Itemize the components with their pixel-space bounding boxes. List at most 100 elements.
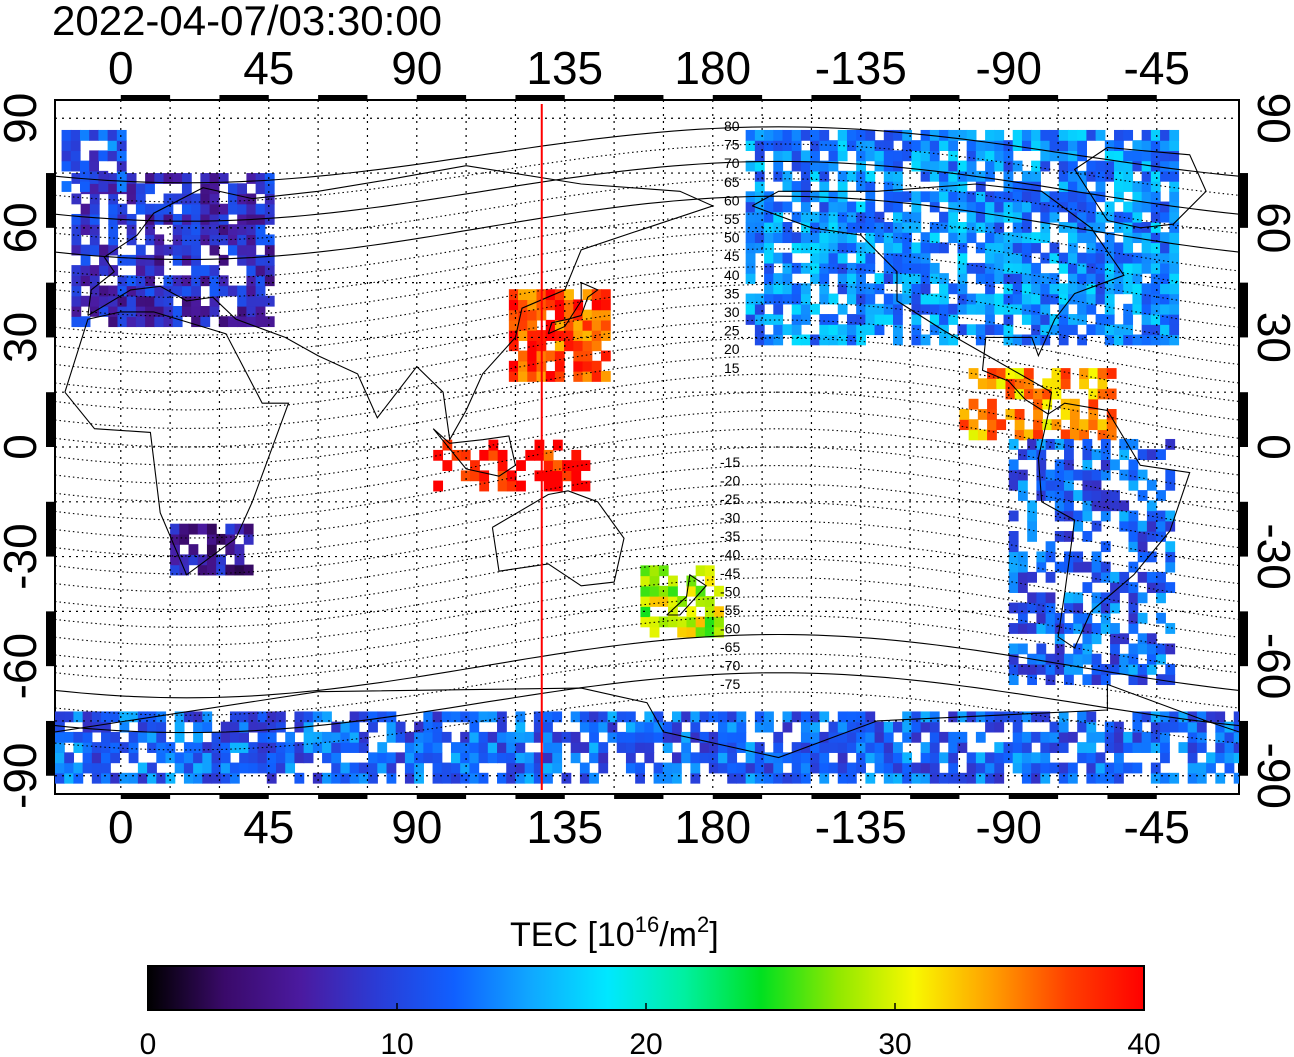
tec-cell xyxy=(1146,653,1157,665)
tec-cell xyxy=(810,334,820,346)
tec-cell xyxy=(1150,181,1161,192)
tec-cell xyxy=(985,303,995,315)
tec-cell xyxy=(1067,150,1078,162)
tec-cell xyxy=(920,772,931,784)
tec-cell xyxy=(690,752,701,764)
tec-cell xyxy=(764,762,774,774)
tec-cell xyxy=(1156,531,1166,542)
tec-cell xyxy=(1169,150,1180,162)
tec-cell xyxy=(237,295,248,307)
tec-cell xyxy=(209,183,220,195)
tec-cell xyxy=(1082,561,1093,573)
tec-cell xyxy=(163,193,174,205)
tec-cell xyxy=(246,285,257,297)
tec-cell xyxy=(625,742,636,753)
tec-cell xyxy=(1049,140,1060,152)
tec-cell xyxy=(1073,653,1084,665)
tec-cell xyxy=(865,150,876,162)
tec-cell xyxy=(101,731,111,743)
tec-cell xyxy=(846,293,857,305)
tec-cell xyxy=(179,523,190,535)
tec-cell xyxy=(828,721,839,733)
tec-cell xyxy=(1049,273,1060,284)
tec-cell xyxy=(686,585,697,597)
tec-cell xyxy=(582,289,593,301)
tec-cell xyxy=(773,201,784,213)
tec-cell xyxy=(902,711,913,723)
tec-cell xyxy=(837,191,848,203)
tec-cell xyxy=(939,160,949,172)
tec-cell xyxy=(432,762,443,774)
tec-cell xyxy=(1058,742,1069,753)
tec-cell xyxy=(386,752,397,764)
tec-cell xyxy=(518,371,528,382)
tec-cell xyxy=(1049,242,1060,254)
tec-cell xyxy=(71,213,82,225)
tec-cell xyxy=(662,762,673,774)
tec-cell xyxy=(640,575,651,587)
tec-cell xyxy=(156,721,167,733)
tec-cell xyxy=(202,742,213,753)
tec-cell xyxy=(893,324,903,336)
frame-bar-right xyxy=(1239,720,1248,776)
tec-cell xyxy=(1058,170,1069,182)
tec-cell xyxy=(819,334,830,346)
tec-cell xyxy=(1064,561,1074,573)
tec-cell xyxy=(893,752,903,764)
tec-cell xyxy=(1106,429,1117,441)
tec-cell xyxy=(589,711,599,723)
tec-cell xyxy=(145,275,155,287)
tec-cell xyxy=(1141,201,1152,213)
tec-cell xyxy=(994,273,1005,284)
tec-cell xyxy=(524,731,535,743)
tec-cell xyxy=(985,273,995,284)
tec-cell xyxy=(524,772,535,784)
tec-cell xyxy=(552,711,563,723)
tec-cell xyxy=(791,293,802,305)
tec-cell xyxy=(1100,469,1111,481)
tec-cell xyxy=(1123,334,1134,346)
tec-cell xyxy=(773,731,784,743)
tec-cell xyxy=(1086,324,1097,336)
tec-cell xyxy=(1003,324,1014,336)
tec-cell xyxy=(856,742,866,753)
tec-cell xyxy=(800,293,811,305)
left-latitude-ticks: 9060300-30-60-90 xyxy=(0,93,46,809)
tec-cell xyxy=(1077,170,1087,182)
tec-cell xyxy=(1012,129,1023,141)
tec-cell xyxy=(246,295,257,307)
tec-cell xyxy=(1012,232,1023,244)
tec-cell xyxy=(1224,762,1235,774)
tec-cell xyxy=(1100,500,1111,512)
tec-cell xyxy=(126,173,137,184)
tec-cell xyxy=(73,731,84,743)
tec-cell xyxy=(589,721,599,733)
tec-cell xyxy=(1003,160,1014,172)
coastlines xyxy=(55,146,1239,759)
tec-cell xyxy=(1064,653,1074,665)
tec-cell xyxy=(349,742,360,753)
tec-cell xyxy=(994,303,1005,315)
tec-cell xyxy=(865,232,876,244)
tec-cell xyxy=(883,201,894,213)
tec-cell xyxy=(1150,242,1161,254)
tec-cell xyxy=(571,470,582,482)
tec-cell xyxy=(1104,293,1115,305)
tec-cell xyxy=(543,772,553,784)
tec-cell xyxy=(191,295,201,307)
tec-cell xyxy=(727,721,738,733)
tec-cell xyxy=(1128,459,1139,471)
tec-cell xyxy=(920,191,931,203)
tec-cell xyxy=(975,201,986,213)
tec-cell xyxy=(552,470,563,482)
tec-cell xyxy=(929,762,940,774)
tec-cell xyxy=(1215,752,1226,764)
tec-cell xyxy=(1128,438,1139,450)
tec-cell xyxy=(71,224,82,236)
tec-cell xyxy=(1021,314,1032,325)
tec-cell xyxy=(1058,731,1069,743)
tec-cell xyxy=(181,183,192,195)
tec-cell xyxy=(791,324,802,336)
tec-cell xyxy=(200,224,211,236)
tec-cell xyxy=(920,762,931,774)
